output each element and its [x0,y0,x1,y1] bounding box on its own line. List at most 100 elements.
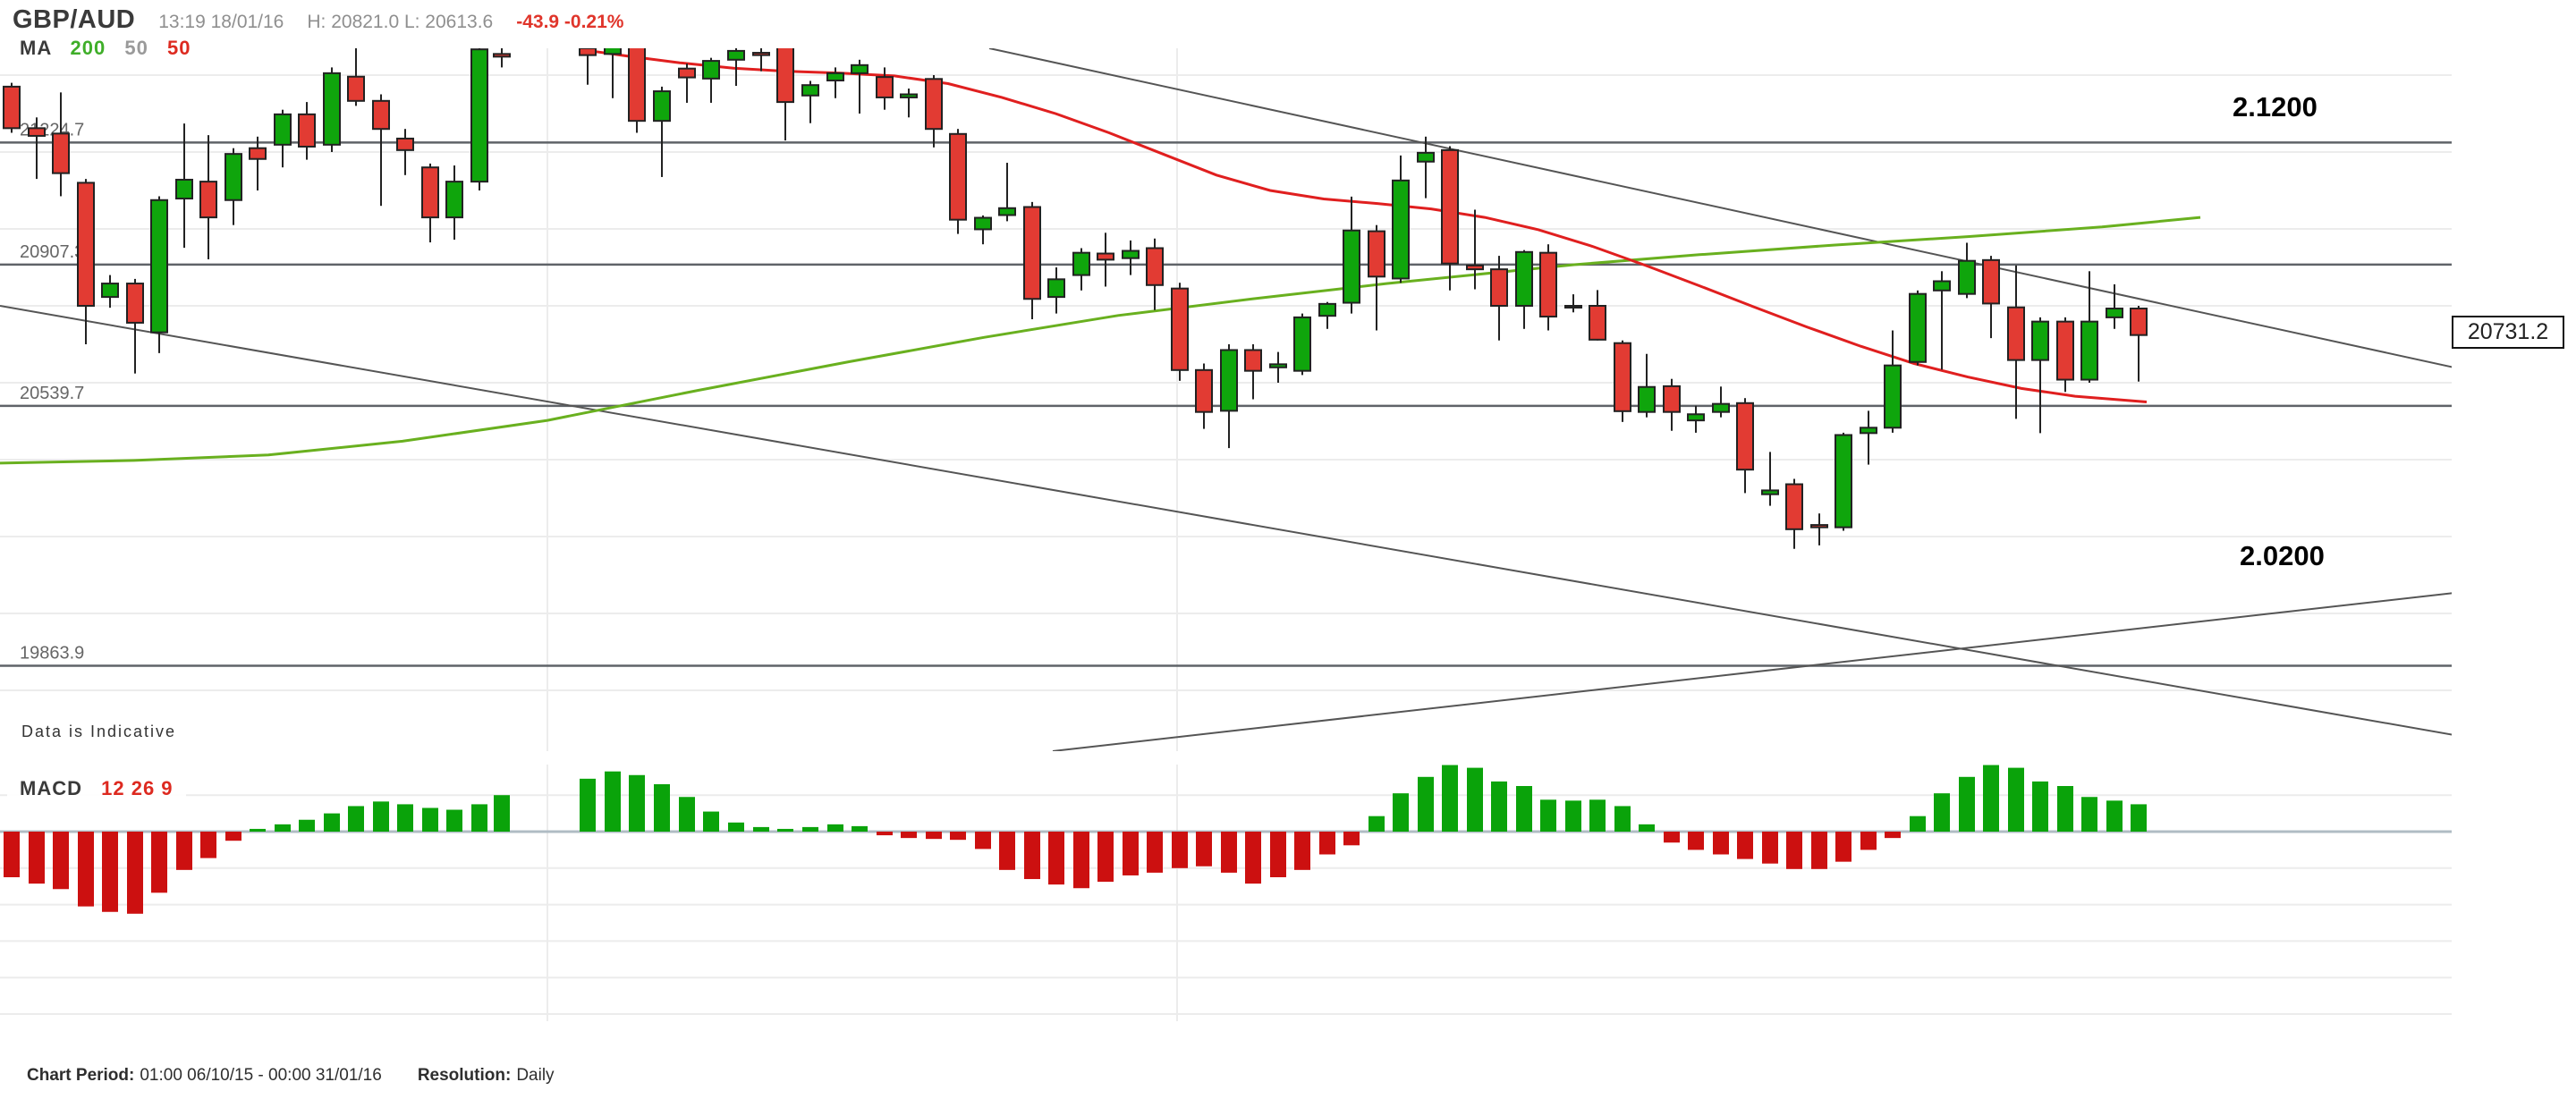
macd-hist-bar [78,832,94,907]
candle-down [396,137,414,151]
macd-hist-bar [629,774,645,832]
candle-up [1564,305,1582,309]
macd-hist-bar [1491,781,1507,832]
candle-down [1539,251,1557,318]
trendlines [0,48,2452,751]
candle-down [2007,306,2025,361]
macd-hist-bar [1516,786,1532,832]
macd-hist-bar [777,828,793,832]
candle-up [445,181,463,219]
macd-hist-bar [1048,832,1064,885]
candle-down [1614,342,1631,412]
macd-hist-bar [1811,832,1827,869]
macd-hist-bar [1639,824,1655,832]
candle-up [323,72,341,146]
ma50-period: 50 [124,37,148,59]
candles [3,48,2148,549]
chart-header: GBP/AUD 13:19 18/01/16 H: 20821.0 L: 206… [13,5,623,35]
candle-down [3,85,21,130]
candle-down [1589,305,1606,341]
macd-hist-bar [1983,765,1999,832]
macd-hist-bar [4,832,20,877]
candle-down [199,181,217,219]
macd-hist-bar [679,797,695,832]
macd-hist-bar [422,807,438,832]
candle-up [1220,349,1238,412]
candle-down [249,147,267,160]
macd-hist-bar [802,826,818,832]
macd-hist-bar [1860,832,1877,850]
candle-down [579,48,597,56]
candle-down [1368,230,1385,278]
macd-hist-bar [102,832,118,912]
candle-down [1785,483,1803,530]
candle-down [776,48,794,104]
macd-indicator-legend[interactable]: MACD 12 26 9 [7,773,186,805]
macd-hist-bar [1418,776,1434,832]
macd-hist-bar [1245,832,1261,884]
macd-hist-bar [348,806,364,832]
macd-hist-bar [728,822,744,832]
macd-hist-bar [1393,793,1409,832]
macd-hist-bar [852,825,868,832]
ma-indicator-legend[interactable]: MA 200 50 50 [7,32,204,64]
candle-down [1195,368,1213,413]
macd-pane [0,765,2452,914]
macd-hist-bar [324,813,340,832]
macd-hist-bar [1221,832,1237,873]
candle-down [876,76,894,98]
candle-down [372,99,390,131]
candle-down [347,75,365,102]
candle-down [1171,287,1189,371]
macd-hist-bar [1934,793,1950,832]
candle-down [1023,206,1041,300]
macd-hist-bar [200,832,216,858]
candle-down [77,182,95,307]
macd-hist-bar [1910,816,1926,832]
level-label: 20539.7 [20,384,84,403]
macd-hist-bar [471,804,487,832]
annotation-2.0200: 2.0200 [2240,540,2325,571]
candle-down [1490,268,1508,307]
macd-legend-label: MACD [20,777,82,799]
candle-down [628,48,646,123]
macd-hist-bar [827,824,843,832]
candle-up [2031,320,2049,361]
candle-up [150,199,168,334]
macd-hist-bar [2057,786,2073,832]
macd-hist-bar [1565,800,1581,832]
macd-hist-bar [225,832,242,841]
candle-up [470,48,488,183]
candle-up [1122,249,1140,259]
candle-up [1392,179,1410,280]
candle-up [998,207,1016,216]
ma200-period: 200 [70,37,106,59]
macd-hist-bar [2032,781,2048,832]
candle-down [678,67,696,79]
candle-up [974,216,992,231]
macd-hist-bar [494,795,510,832]
macd-hist-bar [2008,767,2024,832]
candle-down [2130,308,2148,336]
macd-hist-bar [1835,832,1852,862]
annotation-2.1200: 2.1200 [2233,91,2318,123]
macd-hist-bar [1885,832,1901,839]
candle-up [2080,320,2098,381]
resolution-label: Resolution: [417,1066,512,1085]
macd-hist-bar [151,832,167,893]
macd-hist-bar [1196,832,1212,867]
candle-up [1318,302,1336,317]
ma50b-period: 50 [166,37,191,59]
candle-up [1343,229,1360,304]
macd-hist-bar [1664,832,1680,843]
candle-up [1933,280,1951,292]
candle-down [1810,524,1828,528]
candle-down [949,132,967,221]
candle-up [826,72,844,82]
candle-up [851,63,869,74]
candle-down [493,53,511,58]
macd-hist-bar [250,828,266,832]
candle-down [298,113,316,148]
